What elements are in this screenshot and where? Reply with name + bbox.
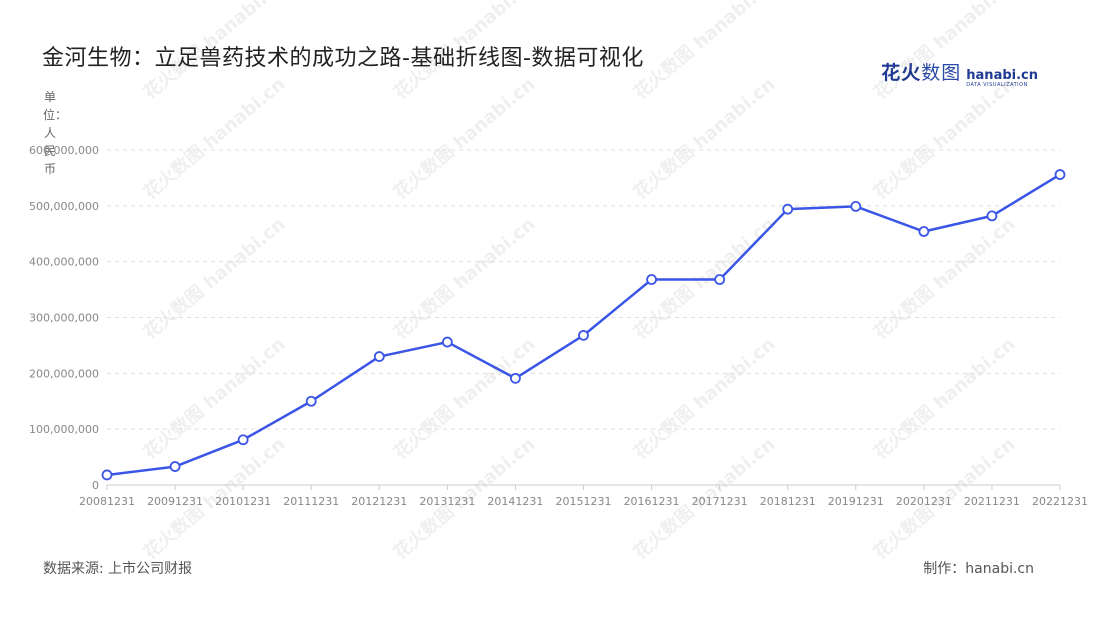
- data-point: [918, 226, 930, 237]
- logo-domain: hanabi.cn: [966, 68, 1038, 83]
- data-point: [169, 461, 181, 472]
- logo-subtitle: DATA VISUALIZATION: [966, 82, 1028, 88]
- page-title: 金河生物：立足兽药技术的成功之路-基础折线图-数据可视化: [42, 46, 644, 71]
- data-point: [986, 210, 998, 222]
- y-tick-label: 400,000,000: [29, 256, 99, 269]
- x-tick-label: 20081231: [79, 495, 135, 508]
- y-tick-label: 300,000,000: [29, 312, 99, 325]
- x-tick-label: 20211231: [964, 495, 1020, 508]
- data-point: [578, 329, 589, 341]
- x-tick-label: 20091231: [147, 495, 203, 508]
- x-tick-label: 20181231: [760, 495, 816, 508]
- x-tick-label: 20131231: [419, 495, 475, 508]
- x-tick-label: 20121231: [351, 495, 407, 508]
- data-point: [510, 372, 521, 384]
- data-point: [373, 351, 385, 362]
- x-tick-label: 20141231: [487, 495, 543, 508]
- data-point: [714, 274, 726, 285]
- y-tick-label: 100,000,000: [29, 423, 99, 436]
- y-tick-label: 0: [92, 479, 99, 492]
- watermark: 花火数图 hanabi.cn: [389, 213, 539, 344]
- x-tick-label: 20201231: [896, 495, 952, 508]
- x-tick-label: 20111231: [283, 495, 339, 508]
- data-source: 数据来源: 上市公司财报: [43, 561, 193, 577]
- x-tick-label: 20171231: [692, 495, 748, 508]
- data-point: [850, 200, 862, 212]
- data-point: [1054, 169, 1066, 180]
- y-tick-label: 600,000,000: [29, 144, 99, 157]
- x-tick-label: 20151231: [556, 495, 612, 508]
- chart-credit: 制作：hanabi.cn: [923, 561, 1034, 577]
- y-axis-unit-label: 单位：人民币: [43, 90, 68, 176]
- logo-en-text: hanabi.cn DATA VISUALIZATION: [966, 69, 1038, 88]
- data-point: [101, 469, 113, 481]
- x-tick-label: 20191231: [828, 495, 884, 508]
- x-tick-label: 20221231: [1032, 495, 1088, 508]
- x-tick-label: 20161231: [624, 495, 680, 508]
- x-tick-label: 20101231: [215, 495, 271, 508]
- data-point: [305, 395, 317, 407]
- y-tick-label: 200,000,000: [29, 367, 99, 380]
- data-point: [646, 274, 657, 285]
- watermark: 花火数图 hanabi.cn: [139, 213, 289, 344]
- y-tick-label: 500,000,000: [29, 200, 99, 213]
- brand-logo: 花火数图 hanabi.cn DATA VISUALIZATION: [881, 58, 1038, 88]
- data-point: [441, 336, 453, 348]
- data-point: [782, 203, 794, 215]
- logo-cn-text: 花火数图: [881, 62, 962, 84]
- watermark: 花火数图 hanabi.cn: [869, 213, 1019, 344]
- data-point: [237, 434, 249, 446]
